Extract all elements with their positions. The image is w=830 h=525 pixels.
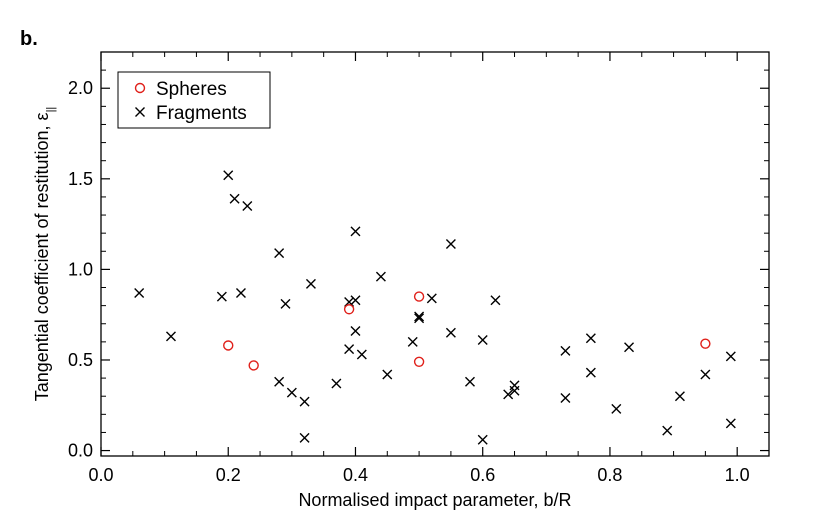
fragment-point <box>350 226 361 237</box>
legend: Spheres Fragments <box>117 71 271 129</box>
fragment-point <box>242 200 253 211</box>
fragment-point <box>165 331 176 342</box>
plot-frame <box>100 51 770 457</box>
fragment-point <box>509 385 520 396</box>
sphere-point <box>248 360 259 371</box>
fragment-point <box>725 351 736 362</box>
fragment-point <box>216 291 227 302</box>
x-axis-ticks <box>100 52 770 456</box>
x-axis-tick-labels: 0.0 0.2 0.4 0.6 0.8 1.0 <box>88 465 749 485</box>
x-tick-label: 0.6 <box>470 465 495 485</box>
fragment-point <box>445 327 456 338</box>
fragment-point <box>350 295 361 306</box>
y-axis-tick-labels: 0.0 0.5 1.0 1.5 2.0 <box>68 78 93 460</box>
fragment-point <box>560 393 571 404</box>
fragment-point <box>585 333 596 344</box>
fragment-point <box>414 311 425 322</box>
legend-item-fragments: Fragments <box>135 103 247 124</box>
fragment-point <box>280 298 291 309</box>
x-tick-label: 0.8 <box>597 465 622 485</box>
fragment-point <box>560 345 571 356</box>
y-tick-label: 1.5 <box>68 169 93 189</box>
fragment-point <box>382 369 393 380</box>
fragment-point <box>700 369 711 380</box>
y-axis-title: Tangential coefficient of restitution, ε… <box>32 107 57 402</box>
fragment-point <box>299 432 310 443</box>
x-tick-label: 0.4 <box>343 465 368 485</box>
fragment-point <box>503 389 514 400</box>
fragment-point <box>445 239 456 250</box>
legend-label: Fragments <box>156 103 247 124</box>
fragment-point <box>477 434 488 445</box>
x-tick-label: 1.0 <box>725 465 750 485</box>
y-axis-title-text: Tangential coefficient of restitution, ε <box>32 112 52 401</box>
fragment-point <box>426 293 437 304</box>
fragment-point <box>299 396 310 407</box>
svg-text:Tangential coefficient of rest: Tangential coefficient of restitution, ε… <box>32 107 57 402</box>
sphere-point <box>413 291 425 302</box>
fragment-point <box>274 376 285 387</box>
fragment-point <box>135 107 145 117</box>
y-tick-label: 2.0 <box>68 78 93 98</box>
sphere-point <box>700 338 711 349</box>
fragment-point <box>585 367 596 378</box>
legend-item-spheres: Spheres <box>134 79 227 100</box>
fragment-point <box>356 349 367 360</box>
legend-box <box>117 71 271 129</box>
x-tick-label: 0.0 <box>88 465 113 485</box>
fragment-point <box>331 378 342 389</box>
fragment-point <box>305 278 316 289</box>
fragment-point <box>490 295 501 306</box>
legend-label: Spheres <box>156 79 227 100</box>
fragment-point <box>477 335 488 346</box>
y-axis-ticks <box>101 51 769 452</box>
sphere-point <box>134 82 146 94</box>
y-axis-title-subscript: || <box>45 107 57 113</box>
fragment-point <box>375 271 386 282</box>
fragment-point <box>611 403 622 414</box>
fragment-point <box>350 326 361 336</box>
y-tick-label: 0.0 <box>68 441 93 461</box>
data-points <box>134 170 736 445</box>
sphere-point <box>223 340 234 351</box>
sphere-point <box>413 356 425 367</box>
fragment-point <box>223 170 234 181</box>
fragment-point <box>407 336 418 347</box>
panel-label: b. <box>20 28 38 50</box>
fragment-point <box>464 376 475 387</box>
y-tick-label: 0.5 <box>68 350 93 370</box>
fragment-point <box>344 344 355 355</box>
fragment-point <box>286 387 297 398</box>
x-tick-label: 0.2 <box>216 465 241 485</box>
fragment-point <box>662 425 673 436</box>
x-axis-title: Normalised impact parameter, b/R <box>298 490 571 510</box>
fragment-point <box>725 418 736 429</box>
fragment-point <box>134 287 145 298</box>
sphere-point <box>343 304 355 315</box>
fragment-point <box>414 313 425 324</box>
fragment-point <box>674 391 685 402</box>
y-tick-label: 1.0 <box>68 259 93 279</box>
fragment-point <box>235 287 246 298</box>
fragment-point <box>229 193 240 204</box>
fragment-point <box>274 248 285 259</box>
fragment-point <box>624 342 635 353</box>
